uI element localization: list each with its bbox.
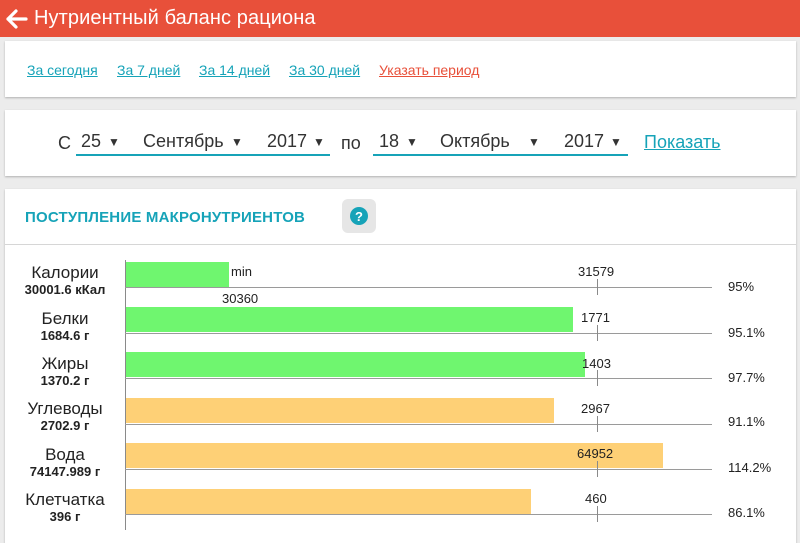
nutrient-bar bbox=[126, 262, 229, 287]
target-value: 31579 bbox=[578, 264, 615, 279]
period-card: За сегодня За 7 дней За 14 дней За 30 дн… bbox=[5, 41, 796, 97]
from-month-select[interactable]: Сентябрь ▼ bbox=[129, 131, 249, 157]
target-tick bbox=[597, 416, 598, 432]
period-today-link[interactable]: За сегодня bbox=[27, 62, 98, 78]
min-label: min bbox=[231, 264, 252, 279]
bar-baseline bbox=[125, 469, 712, 470]
app-bar: Нутриентный баланс рациона bbox=[0, 0, 800, 37]
nutrient-percent: 91.1% bbox=[728, 414, 765, 429]
target-value: 2967 bbox=[581, 401, 610, 416]
nutrient-label: Калории 30001.6 кКал bbox=[10, 263, 120, 298]
date-range-card: С 25 ▼ Сентябрь ▼ 2017 ▼ по 18 ▼ Октябрь… bbox=[5, 110, 796, 176]
target-value: 460 bbox=[585, 491, 607, 506]
to-day-value: 18 bbox=[379, 131, 400, 151]
nutrient-bar bbox=[126, 352, 585, 377]
period-14-days-link[interactable]: За 14 дней bbox=[199, 62, 271, 78]
section-title: ПОСТУПЛЕНИЕ МАКРОНУТРИЕНТОВ bbox=[25, 209, 306, 226]
bar-baseline bbox=[125, 514, 712, 515]
section-divider bbox=[5, 244, 796, 245]
from-date-underline bbox=[76, 154, 330, 156]
custom-period-link[interactable]: Указать период bbox=[379, 62, 480, 78]
chart-axis bbox=[125, 260, 126, 530]
from-label: С bbox=[58, 133, 71, 153]
to-month-value: Октябрь bbox=[440, 131, 510, 151]
to-month-select[interactable]: Октябрь ▼ bbox=[426, 131, 546, 157]
nutrient-amount: 74147.989 г bbox=[29, 464, 101, 479]
to-label: по bbox=[341, 133, 361, 153]
from-month-value: Сентябрь bbox=[143, 131, 224, 151]
period-7-days-link[interactable]: За 7 дней bbox=[117, 62, 181, 78]
nutrient-bar bbox=[126, 307, 573, 332]
chevron-down-icon: ▼ bbox=[108, 135, 120, 149]
period-30-days-link[interactable]: За 30 дней bbox=[289, 62, 361, 78]
from-day-value: 25 bbox=[81, 131, 102, 151]
bar-baseline bbox=[125, 424, 712, 425]
nutrient-percent: 95.1% bbox=[728, 325, 765, 340]
target-value: 1403 bbox=[582, 356, 611, 371]
nutrient-amount: 1684.6 г bbox=[40, 328, 90, 343]
chevron-down-icon: ▼ bbox=[406, 135, 418, 149]
nutrient-label: Вода 74147.989 г bbox=[10, 445, 120, 480]
target-tick bbox=[597, 506, 598, 522]
to-year-select[interactable]: 2017 ▼ bbox=[546, 131, 628, 157]
from-year-select[interactable]: 2017 ▼ bbox=[249, 131, 331, 157]
nutrient-label: Клетчатка 396 г bbox=[10, 490, 120, 525]
nutrient-name: Углеводы bbox=[27, 399, 103, 418]
nutrient-name: Клетчатка bbox=[25, 490, 105, 509]
nutrient-name: Жиры bbox=[41, 354, 89, 373]
target-tick bbox=[597, 279, 598, 295]
nutrient-label: Жиры 1370.2 г bbox=[10, 354, 120, 389]
target-value: 64952 bbox=[577, 446, 614, 461]
nutrient-name: Белки bbox=[41, 309, 89, 328]
nutrient-percent: 114.2% bbox=[728, 460, 772, 475]
to-day-select[interactable]: 18 ▼ bbox=[374, 131, 426, 157]
target-value: 1771 bbox=[581, 310, 610, 325]
nutrient-percent: 97.7% bbox=[728, 370, 765, 385]
bar-baseline bbox=[125, 333, 712, 334]
nutrient-amount: 30001.6 кКал bbox=[24, 282, 106, 297]
nutrient-bar bbox=[126, 489, 531, 514]
chevron-down-icon: ▼ bbox=[528, 135, 540, 149]
nutrient-percent: 95% bbox=[728, 279, 755, 294]
chevron-down-icon: ▼ bbox=[610, 135, 622, 149]
nutrient-name: Калории bbox=[31, 263, 99, 282]
nutrient-amount: 396 г bbox=[49, 509, 81, 524]
page-title: Нутриентный баланс рациона bbox=[34, 7, 316, 29]
nutrient-bar bbox=[126, 443, 663, 468]
target-tick bbox=[597, 325, 598, 341]
target-tick bbox=[597, 370, 598, 386]
nutrient-label: Белки 1684.6 г bbox=[10, 309, 120, 344]
help-button[interactable]: ? bbox=[342, 199, 376, 233]
to-date-underline bbox=[373, 154, 628, 156]
nutrient-label: Углеводы 2702.9 г bbox=[10, 399, 120, 434]
target-tick bbox=[597, 461, 598, 477]
nutrient-amount: 2702.9 г bbox=[40, 418, 90, 433]
bar-baseline bbox=[125, 287, 712, 288]
nutrient-amount: 1370.2 г bbox=[40, 373, 90, 388]
to-year-value: 2017 bbox=[564, 131, 605, 151]
nutrient-bar bbox=[126, 398, 554, 423]
chevron-down-icon: ▼ bbox=[231, 135, 243, 149]
bar-baseline bbox=[125, 378, 712, 379]
chevron-down-icon: ▼ bbox=[313, 135, 325, 149]
from-day-select[interactable]: 25 ▼ bbox=[77, 131, 129, 157]
nutrient-name: Вода bbox=[45, 445, 85, 464]
nutrient-percent: 86.1% bbox=[728, 505, 765, 520]
help-icon: ? bbox=[350, 207, 368, 225]
from-year-value: 2017 bbox=[267, 131, 308, 151]
arrow-left-icon[interactable] bbox=[6, 7, 32, 31]
show-button[interactable]: Показать bbox=[644, 132, 721, 152]
min-value: 30360 bbox=[222, 291, 259, 306]
